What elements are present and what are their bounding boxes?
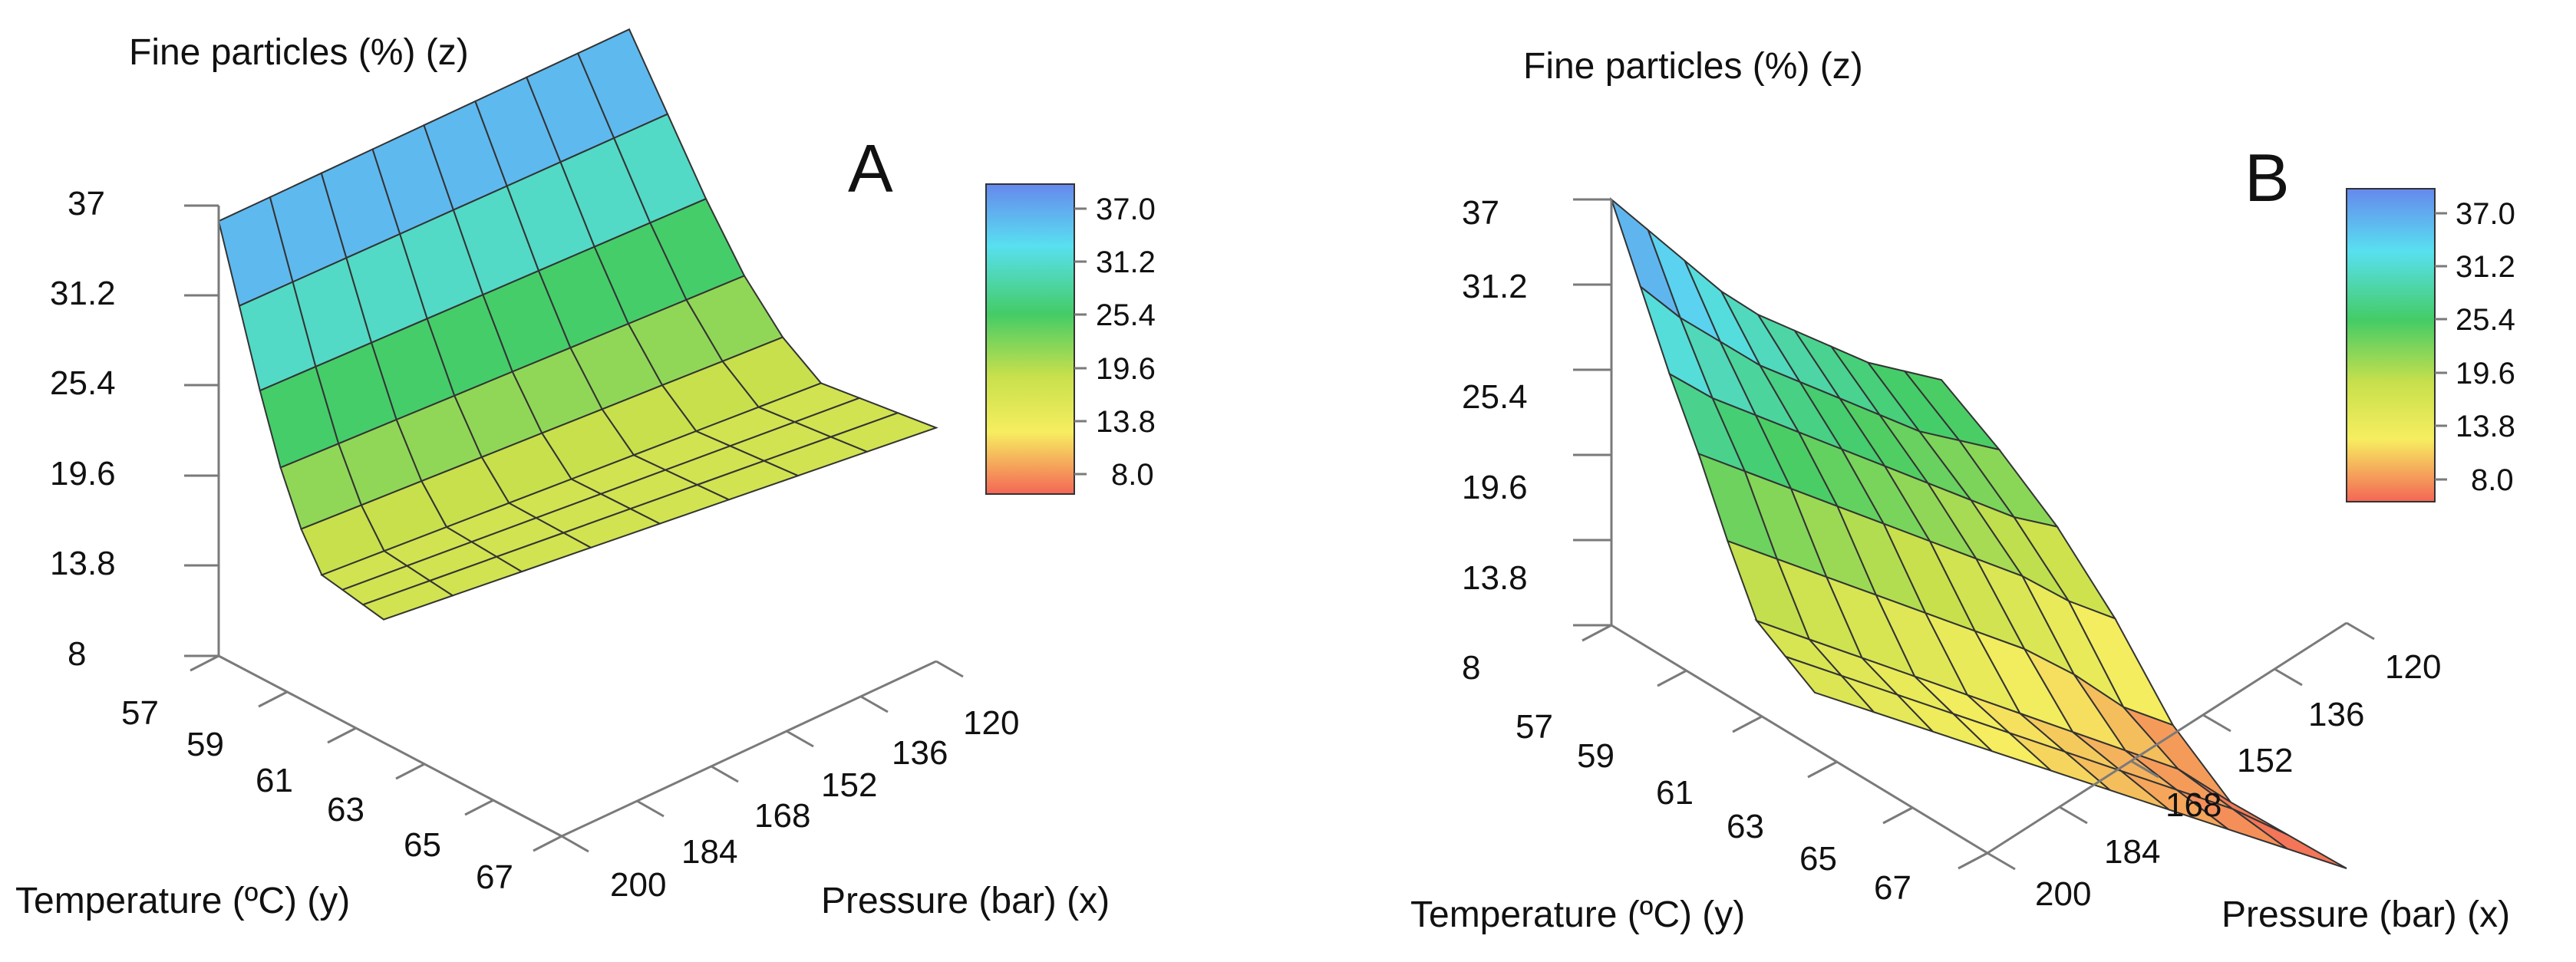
y-axis-line-b <box>1611 624 1988 855</box>
x-axis-title-b: Pressure (bar) (x) <box>2221 894 2510 935</box>
panel-label-b: B <box>2245 140 2290 216</box>
x-tick-a-5 <box>935 660 964 678</box>
x-tick-a-4 <box>860 695 889 713</box>
y-axis-line-a <box>218 654 562 838</box>
x-tick-b-1 <box>2059 806 2088 825</box>
z-tick-label-b-1: 31.2 <box>1462 268 1528 305</box>
cb-label-b-3: 19.6 <box>2456 357 2515 390</box>
x-tick-label-a-4: 136 <box>892 734 948 772</box>
y-tick-label-a-0: 57 <box>121 694 159 732</box>
z-tick-label-a-1: 31.2 <box>50 275 116 312</box>
cb-label-a-3: 19.6 <box>1096 352 1156 386</box>
z-tick-label-b-0: 37 <box>1462 194 1499 232</box>
x-tick-label-b-4: 136 <box>2308 696 2364 733</box>
y-tick-label-b-5: 67 <box>1874 869 1911 907</box>
x-tick-a-0 <box>561 835 589 853</box>
x-tick-a-2 <box>711 765 739 783</box>
x-tick-label-a-1: 184 <box>681 833 737 871</box>
z-axis-title-a: Fine particles (%) (z) <box>129 32 469 73</box>
x-tick-b-3 <box>2202 713 2231 733</box>
x-tick-b-4 <box>2274 667 2303 687</box>
z-tick-label-a-5: 8 <box>68 635 86 673</box>
cb-label-a-1: 31.2 <box>1096 245 1156 279</box>
x-tick-label-a-3: 152 <box>821 766 877 804</box>
z-tick-label-b-3: 19.6 <box>1462 469 1528 506</box>
x-tick-label-a-5: 120 <box>963 704 1019 742</box>
y-tick-b-2 <box>1732 715 1763 733</box>
x-tick-b-5 <box>2346 621 2375 641</box>
cb-label-a-0: 37.0 <box>1096 193 1156 226</box>
y-tick-b-1 <box>1657 669 1687 687</box>
surface-a <box>217 28 938 621</box>
x-tick-label-a-2: 168 <box>754 797 810 835</box>
cb-label-b-5: 8.0 <box>2471 463 2514 497</box>
colorbar-b <box>2346 188 2436 502</box>
cb-label-b-4: 13.8 <box>2456 410 2515 443</box>
colorbar-a <box>985 183 1075 495</box>
x-tick-b-0 <box>1987 852 2016 871</box>
x-tick-b-2 <box>2130 759 2159 779</box>
y-axis-title-a: Temperature (ºC) (y) <box>15 881 350 921</box>
x-axis-title-a: Pressure (bar) (x) <box>821 881 1110 921</box>
y-tick-a-1 <box>258 690 288 708</box>
cb-label-b-2: 25.4 <box>2456 303 2515 337</box>
cb-label-b-0: 37.0 <box>2456 197 2515 231</box>
x-tick-a-1 <box>636 799 665 818</box>
cb-label-b-1: 31.2 <box>2456 250 2515 284</box>
surface-b-cell-6-8 <box>2232 808 2347 869</box>
z-tick-label-a-4: 13.8 <box>50 545 116 582</box>
y-tick-b-3 <box>1807 760 1838 779</box>
y-tick-label-a-2: 61 <box>256 762 293 799</box>
z-tick-label-b-5: 8 <box>1462 649 1480 687</box>
surface-b <box>1609 196 2347 869</box>
y-tick-a-5 <box>533 835 562 852</box>
y-axis-title-b: Temperature (ºC) (y) <box>1410 894 1745 935</box>
z-tick-label-b-4: 13.8 <box>1462 559 1528 597</box>
x-tick-a-3 <box>786 730 814 748</box>
x-axis-line-a <box>561 660 937 838</box>
x-axis-line-b <box>1987 621 2347 855</box>
cb-label-a-2: 25.4 <box>1096 298 1156 332</box>
cb-label-a-4: 13.8 <box>1096 405 1156 439</box>
y-tick-label-b-4: 65 <box>1799 840 1837 878</box>
y-tick-label-a-4: 65 <box>404 826 441 864</box>
y-tick-b-0 <box>1582 624 1612 642</box>
y-tick-a-4 <box>464 799 494 816</box>
y-tick-a-3 <box>395 763 425 780</box>
y-tick-label-b-3: 63 <box>1727 808 1764 845</box>
y-tick-label-b-1: 59 <box>1577 737 1615 775</box>
x-tick-label-a-0: 200 <box>610 866 666 904</box>
chart-panel-a: 37 31.2 25.4 19.6 13.8 8 57 59 61 63 65 … <box>15 28 1156 921</box>
cb-label-a-5: 8.0 <box>1111 458 1154 492</box>
y-tick-a-0 <box>190 654 219 672</box>
x-tick-label-b-5: 120 <box>2385 648 2441 686</box>
x-tick-label-b-2: 168 <box>2165 786 2221 824</box>
chart-panel-b: 37 31.2 25.4 19.6 13.8 8 57 59 61 63 65 … <box>1410 46 2515 935</box>
y-tick-b-4 <box>1882 806 1913 825</box>
y-tick-label-b-2: 61 <box>1656 774 1694 812</box>
z-tick-label-a-2: 25.4 <box>50 364 116 402</box>
y-tick-a-2 <box>327 726 357 744</box>
y-tick-b-5 <box>1958 852 1988 870</box>
panel-label-a: A <box>848 130 893 206</box>
y-tick-label-a-3: 63 <box>327 791 364 829</box>
y-tick-label-b-0: 57 <box>1516 708 1553 746</box>
z-axis-title-b: Fine particles (%) (z) <box>1523 46 1863 87</box>
y-tick-label-a-5: 67 <box>476 858 513 896</box>
x-tick-label-b-0: 200 <box>2035 875 2091 913</box>
x-tick-label-b-1: 184 <box>2104 833 2160 871</box>
z-tick-label-b-2: 25.4 <box>1462 378 1528 416</box>
z-tick-label-a-0: 37 <box>68 185 105 222</box>
y-tick-label-a-1: 59 <box>186 726 224 763</box>
x-tick-label-b-3: 152 <box>2237 742 2293 779</box>
surface-a-cell-7-7 <box>829 412 938 453</box>
z-tick-label-a-3: 19.6 <box>50 455 116 493</box>
